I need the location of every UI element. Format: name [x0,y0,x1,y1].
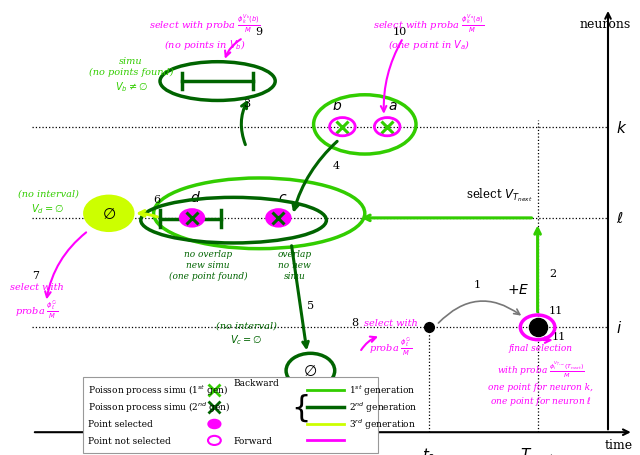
Text: $i$: $i$ [616,319,622,336]
Text: 10: 10 [393,27,407,37]
Text: $a$: $a$ [388,99,397,113]
Text: select $V_{T_{next}}$: select $V_{T_{next}}$ [466,186,532,204]
Text: 11: 11 [549,305,563,315]
Circle shape [84,197,133,231]
Circle shape [180,210,204,227]
Text: overlap
no new
simu: overlap no new simu [277,249,312,280]
Text: 2$^{nd}$ generation: 2$^{nd}$ generation [349,400,417,415]
Text: (no interval)
$V_d = \emptyset$: (no interval) $V_d = \emptyset$ [17,190,79,215]
Text: (no interval)
$V_c = \emptyset$: (no interval) $V_c = \emptyset$ [216,321,277,347]
Text: 3: 3 [243,99,250,109]
Text: 5: 5 [307,300,314,310]
Text: 9: 9 [255,27,263,37]
Text: 11: 11 [552,331,566,341]
Text: Poisson process simu (2$^{nd}$ gen): Poisson process simu (2$^{nd}$ gen) [88,400,231,415]
Text: $c$: $c$ [278,191,287,205]
Text: 3$^{rd}$ generation: 3$^{rd}$ generation [349,417,416,431]
Text: select with proba $\frac{\phi_k^{V_a}(a)}{M}$
(one point in $V_a$): select with proba $\frac{\phi_k^{V_a}(a)… [373,13,484,52]
Text: 4: 4 [332,161,340,171]
Text: Point not selected: Point not selected [88,436,171,445]
Text: 6: 6 [153,194,161,204]
Text: $T_{next}$: $T_{next}$ [520,445,556,455]
Text: final selection
with proba $\frac{\phi_i^{V_{T_{next}}}(T_{next})}{M}$
one point: final selection with proba $\frac{\phi_i… [488,344,593,407]
Text: select with proba $\frac{\phi_k^{V_b}(b)}{M}$
(no points in $V_b$): select with proba $\frac{\phi_k^{V_b}(b)… [149,13,260,52]
Text: Forward: Forward [234,436,273,445]
Circle shape [208,420,221,429]
Text: 1$^{st}$ generation: 1$^{st}$ generation [349,383,415,398]
Text: $\emptyset$: $\emptyset$ [303,364,317,378]
Text: {: { [291,393,310,422]
Text: time: time [604,438,632,451]
Text: 8: 8 [351,317,359,327]
Text: Backward: Backward [234,378,279,387]
Text: Point selected: Point selected [88,420,153,429]
Text: Poisson process simu (1$^{st}$ gen): Poisson process simu (1$^{st}$ gen) [88,383,228,398]
Text: $t_0$: $t_0$ [422,445,436,455]
Text: select with
proba $\frac{\phi_\ell^\emptyset}{M}$: select with proba $\frac{\phi_\ell^\empt… [10,282,64,320]
Text: select with
proba $\frac{\phi_\ell^\emptyset}{M}$: select with proba $\frac{\phi_\ell^\empt… [364,318,417,357]
Text: no overlap
new simu
(one point found): no overlap new simu (one point found) [169,249,247,281]
Text: 1: 1 [473,279,481,289]
Text: $k$: $k$ [616,119,627,136]
FancyBboxPatch shape [83,378,378,453]
Circle shape [266,210,291,227]
Text: 7: 7 [32,270,38,280]
Text: 2: 2 [549,268,556,278]
Text: $d$: $d$ [191,190,201,205]
Text: neurons: neurons [579,18,630,31]
Text: $+E$: $+E$ [508,282,529,296]
Text: $b$: $b$ [332,98,342,113]
Text: $\emptyset$: $\emptyset$ [102,207,116,221]
Text: simu
(no points found)
$V_b \neq \emptyset$: simu (no points found) $V_b \neq \emptys… [89,57,173,94]
Text: $\ell$: $\ell$ [616,211,623,226]
